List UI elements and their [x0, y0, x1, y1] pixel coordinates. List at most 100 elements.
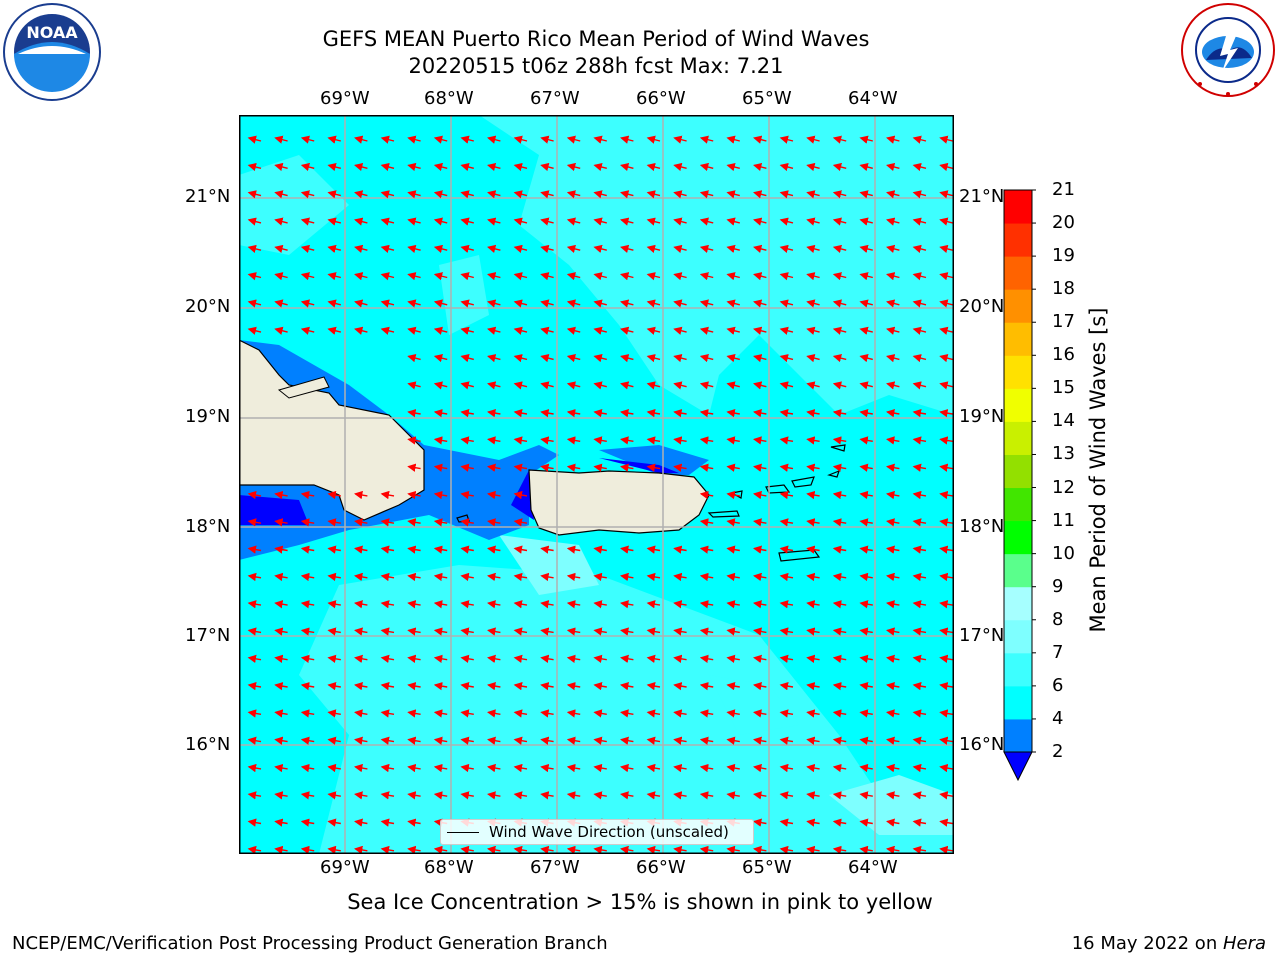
wind-arrow: [886, 654, 900, 663]
wind-arrow: [939, 763, 953, 773]
wind-arrow: [513, 709, 528, 718]
wind-arrow: [779, 845, 794, 854]
wind-arrow: [354, 682, 368, 691]
wind-arrow: [646, 709, 661, 718]
wind-arrow: [300, 600, 315, 609]
wind-arrow: [593, 190, 607, 199]
wind-arrow: [939, 818, 953, 827]
colorbar-band: [1004, 388, 1032, 422]
wind-arrow: [247, 682, 262, 691]
wind-arrow: [433, 763, 448, 773]
wind-arrow: [912, 709, 927, 718]
wind-arrow: [673, 463, 687, 472]
wind-arrow: [513, 654, 528, 663]
wind-arrow: [859, 763, 873, 773]
wind-arrow: [540, 572, 554, 582]
wind-arrow: [460, 791, 474, 800]
lat-tick-right: 21°N: [959, 186, 1005, 207]
wind-arrow: [779, 463, 794, 472]
wind-arrow: [433, 709, 448, 718]
map-grid: [239, 115, 954, 854]
wind-arrow: [327, 272, 341, 281]
wind-arrow: [646, 354, 661, 363]
wind-arrow: [566, 791, 581, 800]
wind-arrow: [593, 436, 607, 445]
wind-arrow: [832, 190, 847, 199]
wind-arrow: [886, 600, 900, 609]
wind-arrow: [593, 545, 607, 554]
colorbar-tick-label: 11: [1052, 509, 1075, 531]
wind-arrow: [646, 162, 661, 172]
wind-arrow: [300, 490, 315, 500]
wind-arrow: [673, 682, 687, 691]
wind-arrow: [487, 490, 501, 500]
wind-arrow: [673, 135, 687, 144]
wind-arrow: [593, 299, 607, 308]
wind-arrow: [380, 244, 395, 253]
lat-tick-left: 18°N: [185, 516, 231, 537]
wind-arrow: [433, 791, 448, 800]
wind-arrow: [354, 600, 368, 609]
wind-arrow: [274, 654, 288, 663]
wind-arrow: [407, 217, 421, 226]
wind-arrow: [566, 190, 581, 199]
wind-arrow: [487, 217, 501, 226]
wind-arrow: [460, 162, 474, 172]
wind-arrow: [912, 326, 927, 335]
wind-arrow: [726, 244, 740, 253]
wind-arrow: [912, 244, 927, 253]
wind-arrow: [699, 299, 714, 308]
legend-line-swatch: [447, 831, 479, 833]
wind-arrow: [327, 545, 341, 554]
wind-arrow: [673, 545, 687, 554]
wind-arrow: [460, 272, 474, 281]
wind-arrow: [460, 545, 474, 554]
wind-arrow: [274, 545, 288, 554]
wind-arrow: [247, 135, 262, 144]
wind-arrow: [566, 682, 581, 691]
wind-arrow: [354, 518, 368, 527]
wind-arrow: [620, 600, 634, 609]
wind-arrow: [487, 627, 501, 636]
wind-arrow: [540, 244, 554, 253]
wind-arrow: [939, 244, 953, 253]
wind-arrow: [832, 162, 847, 172]
wind-arrow: [566, 326, 581, 335]
wind-arrow: [433, 299, 448, 308]
wind-arrow: [832, 818, 847, 827]
wind-arrow: [832, 436, 847, 445]
wind-arrow: [327, 763, 341, 773]
wind-arrow: [912, 518, 927, 527]
wind-arrow: [460, 490, 474, 500]
wind-arrow: [859, 791, 873, 800]
wind-arrow: [433, 600, 448, 609]
wind-arrow: [806, 190, 820, 199]
wind-arrow: [859, 572, 873, 582]
wind-arrow: [806, 244, 820, 253]
wind-arrow: [699, 409, 714, 418]
wind-arrow: [540, 217, 554, 226]
wind-arrow: [620, 436, 634, 445]
wind-arrow: [832, 217, 847, 226]
wind-arrow: [300, 217, 315, 226]
wind-arrow: [487, 381, 501, 390]
colorbar-band: [1004, 223, 1032, 257]
wind-arrow: [726, 381, 740, 390]
wind-arrow: [433, 736, 448, 745]
wind-arrow: [912, 654, 927, 663]
wind-arrow: [859, 244, 873, 253]
wind-arrow: [673, 354, 687, 363]
wind-arrow: [460, 518, 474, 527]
wind-arrow: [646, 736, 661, 745]
wind-arrow: [753, 354, 767, 363]
wind-arrow: [859, 463, 873, 472]
wind-arrow: [699, 463, 714, 472]
wind-arrow: [832, 409, 847, 418]
wind-arrow: [939, 845, 953, 854]
lon-tick-top: 67°W: [530, 88, 580, 109]
wind-arrow: [566, 354, 581, 363]
wind-arrow: [699, 162, 714, 172]
wind-arrow: [779, 190, 794, 199]
small-islands: [456, 444, 846, 562]
wind-arrow: [300, 190, 315, 199]
